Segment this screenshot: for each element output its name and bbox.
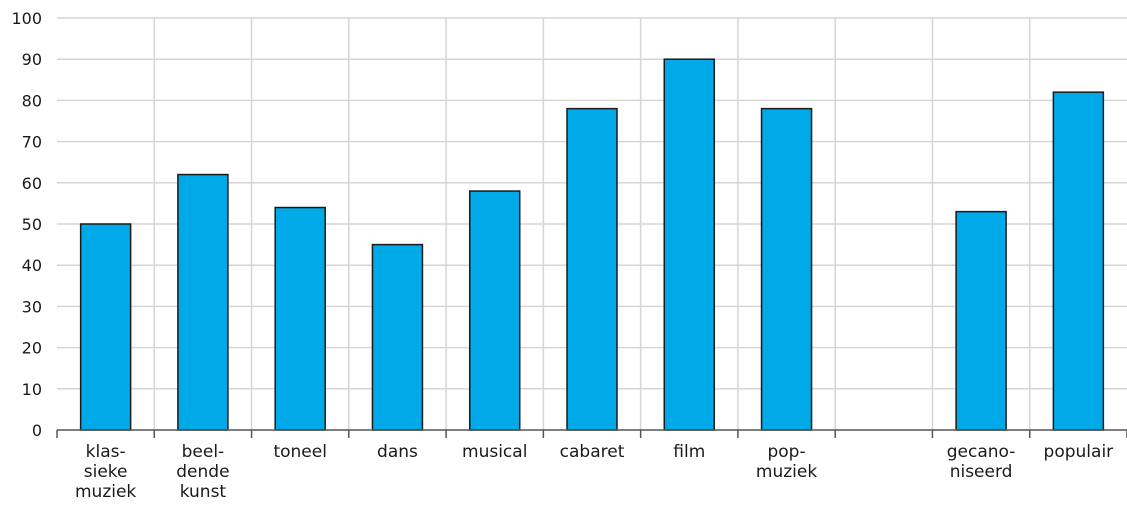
x-category-label: beel-dende kunst <box>176 442 229 502</box>
x-category-label-line: sieke <box>84 462 128 482</box>
y-tick-label: 50 <box>22 215 42 234</box>
y-tick-label: 90 <box>22 50 42 69</box>
x-category-label-line: beel- <box>182 442 225 462</box>
x-category-label: musical <box>462 442 527 462</box>
bar <box>274 206 326 431</box>
x-category-label: gecano-niseerd <box>947 442 1016 482</box>
x-category-label: dans <box>377 442 418 462</box>
y-tick-label: 0 <box>32 421 42 440</box>
x-category-label-line: musical <box>462 442 527 462</box>
bar <box>566 107 618 431</box>
x-category-label-line: kunst <box>180 482 227 502</box>
y-tick-label: 40 <box>22 256 42 275</box>
x-category-label-line: pop- <box>767 442 805 462</box>
y-tick-label: 10 <box>22 380 42 399</box>
x-category-label: cabaret <box>560 442 625 462</box>
y-tick-label: 20 <box>22 339 42 358</box>
bar <box>1052 91 1105 431</box>
x-category-label-line: niseerd <box>950 462 1013 482</box>
x-category-label-line: muziek <box>756 462 817 482</box>
y-tick-label: 70 <box>22 133 42 152</box>
x-category-label: film <box>673 442 705 462</box>
x-category-label: toneel <box>273 442 326 462</box>
bar <box>468 190 521 431</box>
y-tick-label: 100 <box>11 9 42 28</box>
bar <box>79 223 132 431</box>
y-tick-label: 60 <box>22 174 42 193</box>
x-category-label-line: populair <box>1044 442 1114 462</box>
x-category-label-line: cabaret <box>560 442 625 462</box>
x-category-label-line: dende <box>176 462 229 482</box>
bar <box>663 58 716 431</box>
x-category-label: populair <box>1044 442 1114 462</box>
x-category-label-line: muziek <box>75 482 136 502</box>
y-tick-label: 80 <box>22 91 42 110</box>
bar <box>177 173 229 431</box>
x-category-label-line: film <box>673 442 705 462</box>
bars-layer <box>79 58 1105 431</box>
x-category-label: klas-sieke muziek <box>75 442 136 502</box>
bar <box>371 243 424 431</box>
x-category-label: pop-muziek <box>756 442 817 482</box>
x-category-label-line: dans <box>377 442 418 462</box>
axis-layer <box>56 429 1127 438</box>
x-category-label-line: gecano- <box>947 442 1016 462</box>
x-category-label-line: klas- <box>86 442 126 462</box>
y-tick-label: 30 <box>22 297 42 316</box>
bar <box>955 210 1007 431</box>
bar <box>760 107 813 431</box>
x-category-label-line: toneel <box>273 442 326 462</box>
